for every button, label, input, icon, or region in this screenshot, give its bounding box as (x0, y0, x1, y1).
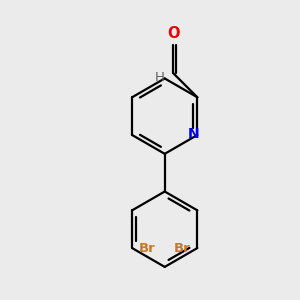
Text: H: H (155, 71, 165, 84)
Text: O: O (167, 26, 180, 41)
Text: Br: Br (139, 242, 155, 254)
Text: N: N (188, 127, 200, 140)
Text: Br: Br (174, 242, 191, 254)
